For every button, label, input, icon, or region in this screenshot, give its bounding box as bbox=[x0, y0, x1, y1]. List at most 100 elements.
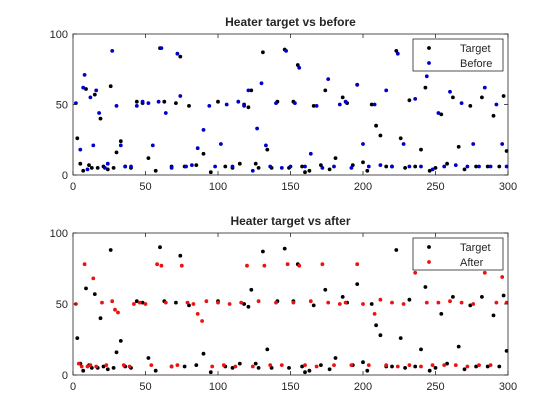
data-point-before bbox=[156, 99, 161, 104]
legend-box bbox=[412, 237, 504, 271]
data-point-before bbox=[378, 163, 383, 168]
data-points bbox=[74, 46, 509, 175]
data-point-after bbox=[361, 302, 365, 306]
data-point-target bbox=[249, 287, 254, 292]
data-point-target bbox=[340, 95, 345, 100]
legend-marker-target bbox=[427, 245, 431, 249]
data-point-target bbox=[497, 364, 502, 369]
data-point-after bbox=[477, 363, 481, 367]
data-point-target bbox=[89, 166, 94, 170]
data-point-target bbox=[413, 164, 418, 169]
data-point-after bbox=[137, 300, 142, 305]
data-point-after bbox=[239, 300, 244, 305]
data-point-target bbox=[361, 360, 365, 365]
axis-ticks: 0 50 100 150 200 250 300 0 50 100 bbox=[50, 228, 518, 393]
data-point-target bbox=[98, 116, 103, 121]
data-point-target bbox=[427, 368, 432, 373]
data-point-after bbox=[88, 363, 93, 367]
data-point-target bbox=[249, 88, 254, 93]
data-point-target bbox=[118, 339, 123, 343]
data-point-target bbox=[178, 253, 183, 258]
data-point-target bbox=[355, 282, 360, 286]
data-point-after bbox=[372, 312, 377, 316]
data-point-before bbox=[436, 111, 441, 115]
data-point-target bbox=[246, 304, 251, 309]
data-point-before bbox=[413, 97, 418, 101]
data-point-target bbox=[323, 88, 328, 93]
data-point-after bbox=[465, 364, 470, 369]
data-point-before bbox=[85, 167, 90, 172]
data-point-target bbox=[468, 104, 473, 108]
data-point-before bbox=[140, 99, 145, 104]
data-point-target bbox=[369, 302, 374, 306]
data-point-before bbox=[236, 99, 241, 104]
data-point-target bbox=[474, 164, 478, 169]
data-point-target bbox=[114, 350, 119, 355]
chart-title: Heater target vs before bbox=[225, 15, 356, 29]
data-point-target bbox=[287, 366, 291, 370]
data-point-target bbox=[378, 333, 383, 338]
data-point-before bbox=[78, 147, 83, 152]
data-point-before bbox=[146, 101, 151, 105]
data-point-target bbox=[319, 363, 323, 367]
data-point-target bbox=[81, 168, 86, 173]
data-point-after bbox=[262, 263, 267, 268]
data-point-before bbox=[150, 143, 155, 148]
data-point-after bbox=[459, 300, 464, 305]
data-point-after bbox=[395, 364, 400, 369]
x-tick-label: 50 bbox=[139, 381, 151, 393]
data-point-before bbox=[288, 164, 293, 169]
data-point-target bbox=[340, 295, 345, 299]
data-point-target bbox=[456, 344, 461, 349]
data-point-target bbox=[303, 170, 307, 175]
data-point-before bbox=[91, 143, 96, 148]
data-point-target bbox=[134, 299, 139, 304]
x-tick-label: 0 bbox=[70, 181, 76, 193]
axes-box bbox=[72, 232, 509, 376]
data-point-after bbox=[303, 363, 307, 367]
data-point-after bbox=[94, 364, 99, 369]
data-point-before bbox=[366, 164, 371, 169]
data-point-target bbox=[237, 361, 242, 366]
data-point-before bbox=[384, 88, 389, 93]
data-point-after bbox=[227, 302, 232, 306]
data-point-after bbox=[494, 300, 499, 305]
x-tick-label: 100 bbox=[209, 181, 227, 193]
data-point-after bbox=[332, 363, 336, 367]
data-point-target bbox=[146, 156, 151, 161]
legend-box bbox=[412, 38, 504, 72]
data-point-target bbox=[84, 87, 88, 91]
data-point-before bbox=[297, 65, 302, 70]
data-point-before bbox=[103, 166, 107, 170]
data-point-target bbox=[439, 312, 444, 316]
data-point-target bbox=[118, 139, 123, 144]
data-point-after bbox=[442, 363, 447, 367]
data-point-target bbox=[178, 54, 183, 59]
data-point-target bbox=[92, 92, 97, 97]
data-point-before bbox=[118, 143, 123, 148]
data-point-target bbox=[407, 297, 412, 302]
data-point-after bbox=[355, 262, 360, 267]
data-point-target bbox=[201, 151, 206, 156]
data-point-target bbox=[282, 246, 287, 251]
legend: Target After bbox=[412, 237, 504, 271]
data-point-after bbox=[378, 297, 383, 302]
data-point-before bbox=[213, 164, 218, 169]
data-point-target bbox=[474, 364, 478, 369]
data-point-after bbox=[453, 363, 458, 367]
data-point-after bbox=[314, 364, 319, 369]
legend-label-target: Target bbox=[460, 242, 491, 254]
data-point-before bbox=[504, 164, 509, 169]
data-point-before bbox=[246, 88, 251, 93]
data-point-target bbox=[323, 287, 328, 292]
data-point-target bbox=[445, 361, 449, 366]
data-point-target bbox=[108, 84, 113, 89]
data-point-target bbox=[480, 95, 484, 100]
data-point-before bbox=[442, 164, 447, 169]
data-point-after bbox=[191, 302, 196, 306]
data-point-target bbox=[246, 105, 251, 110]
data-point-before bbox=[308, 151, 313, 156]
axes-box bbox=[72, 33, 509, 176]
data-point-target bbox=[89, 366, 94, 370]
data-point-target bbox=[504, 149, 509, 153]
